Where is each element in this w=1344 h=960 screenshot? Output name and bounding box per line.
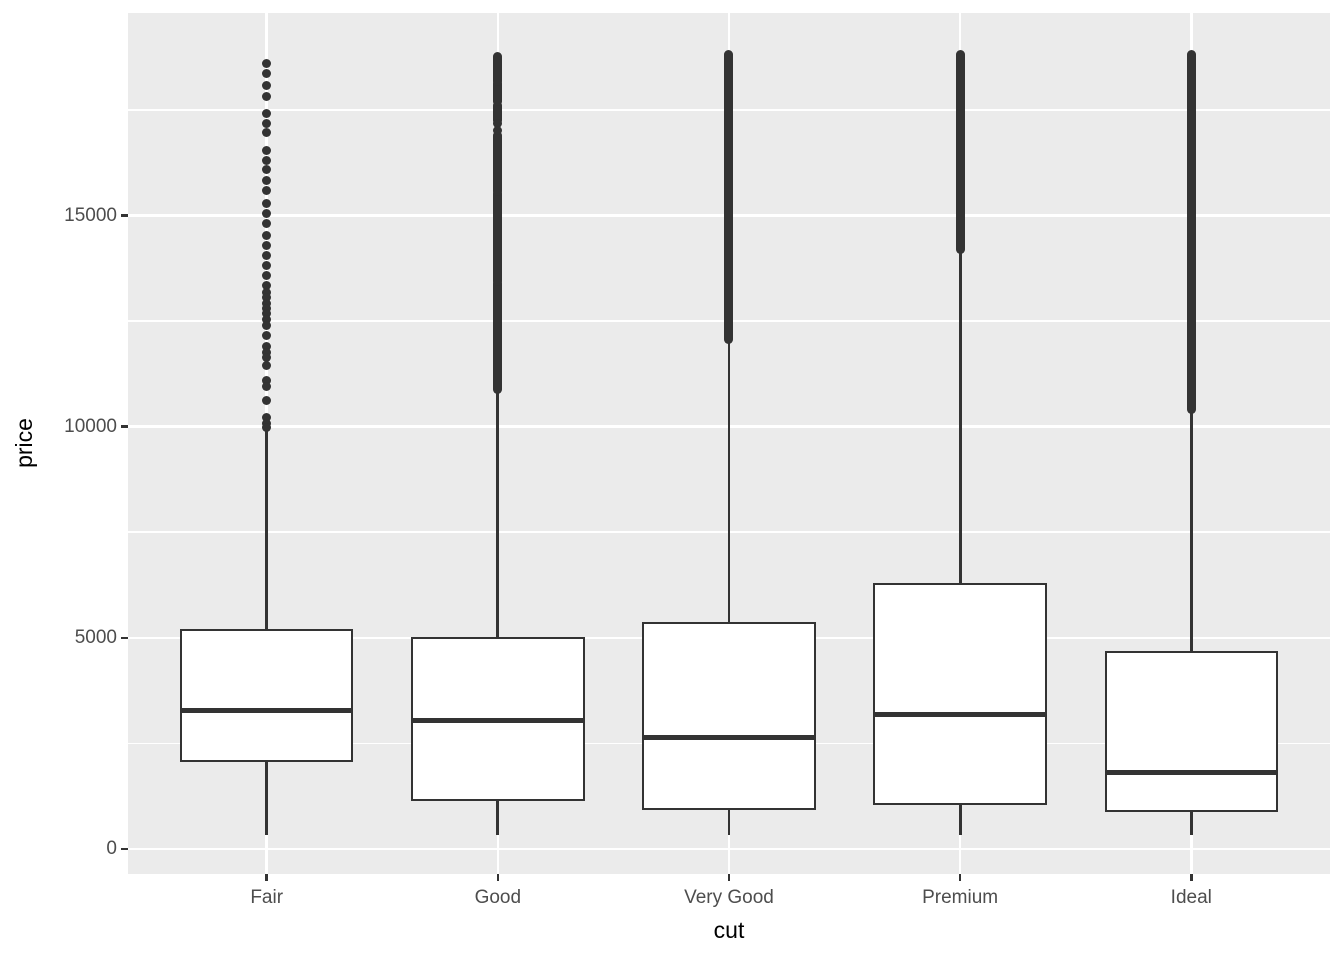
box-ideal: [1104, 651, 1278, 812]
outlier-dot-fair: [262, 230, 272, 240]
whisker-lower-premium: [958, 804, 962, 836]
outlier-dot-fair: [262, 119, 272, 129]
whisker-upper-fair: [265, 430, 269, 630]
x-axis-tick: [958, 874, 962, 881]
whisker-upper-ideal: [1189, 410, 1193, 652]
y-axis-tick: [121, 425, 128, 428]
median-very-good: [642, 734, 816, 740]
box-fair: [179, 629, 354, 763]
outlier-cluster-good: [493, 188, 503, 286]
outlier-dot-fair: [262, 165, 272, 175]
outlier-dot-fair: [262, 260, 272, 270]
outlier-dot-fair: [262, 108, 272, 118]
outlier-dot-fair: [262, 293, 272, 303]
outlier-dot-fair: [262, 185, 272, 195]
whisker-upper-premium: [958, 250, 962, 584]
outlier-dot-fair: [262, 59, 272, 69]
outlier-dot-fair: [262, 422, 272, 432]
y-tick-label: 0: [106, 838, 117, 859]
whisker-upper-good: [496, 391, 500, 637]
outlier-dot-fair: [262, 218, 272, 228]
x-axis-tick: [727, 874, 731, 881]
outlier-dot-fair: [262, 198, 272, 208]
x-tick-label: Premium: [922, 887, 999, 908]
box-premium: [873, 583, 1047, 805]
outlier-cluster-premium: [955, 49, 965, 255]
outlier-cluster-good: [493, 279, 503, 395]
outlier-dot-fair: [262, 175, 272, 185]
outlier-dot-fair: [262, 396, 272, 406]
whisker-lower-ideal: [1189, 811, 1193, 836]
outlier-dot-fair: [262, 298, 272, 308]
outlier-dot-fair: [262, 128, 272, 138]
y-tick-label: 5000: [74, 626, 117, 648]
outlier-dot-fair: [262, 80, 272, 90]
y-tick-label: 15000: [64, 204, 117, 226]
median-good: [411, 717, 585, 723]
median-ideal: [1104, 770, 1278, 776]
outlier-dot-fair: [262, 91, 272, 101]
x-tick-label: Good: [474, 887, 522, 908]
outlier-dot-fair: [262, 375, 272, 385]
box-very-good: [642, 622, 816, 811]
y-axis-title: price: [11, 418, 37, 468]
x-tick-label: Ideal: [1170, 887, 1212, 908]
outlier-dot-fair: [262, 413, 272, 423]
median-premium: [873, 712, 1047, 717]
outlier-cluster-good: [493, 130, 503, 196]
outlier-dot-fair: [262, 331, 272, 341]
x-axis-tick: [1190, 874, 1193, 881]
outlier-dot-fair: [262, 240, 272, 250]
outlier-dot-fair: [262, 287, 272, 297]
outlier-cluster-good: [493, 78, 503, 107]
outlier-dot-fair: [262, 381, 272, 391]
outlier-dot-fair: [262, 342, 272, 352]
outlier-dot-fair: [262, 250, 272, 260]
outlier-dot-fair: [262, 309, 272, 319]
outlier-dot-fair: [262, 347, 272, 357]
outlier-dot-fair: [262, 320, 272, 330]
y-axis-tick: [121, 636, 128, 640]
x-axis-title: cut: [713, 917, 745, 943]
outlier-dot-good: [493, 126, 503, 136]
outlier-dot-fair: [262, 68, 272, 78]
x-axis-tick: [496, 874, 500, 881]
outlier-dot-fair: [262, 155, 272, 165]
outlier-dot-fair: [262, 361, 272, 370]
whisker-lower-very-good: [727, 810, 731, 835]
outlier-dot-good: [493, 119, 503, 129]
x-tick-label: Fair: [250, 887, 284, 908]
outlier-dot-fair: [262, 314, 272, 324]
median-fair: [179, 707, 354, 713]
outlier-cluster-good: [493, 52, 503, 86]
x-axis-tick: [265, 874, 268, 881]
outlier-dot-fair: [262, 280, 272, 290]
whisker-lower-good: [496, 800, 500, 836]
y-tick-label: 10000: [64, 415, 117, 437]
outlier-dot-fair: [262, 145, 272, 155]
outlier-dot-fair: [262, 353, 272, 363]
whisker-lower-fair: [265, 762, 269, 835]
outlier-cluster-good: [493, 101, 503, 126]
outlier-dot-fair: [262, 303, 272, 313]
whisker-upper-very-good: [727, 341, 731, 623]
outlier-cluster-ideal: [1186, 50, 1196, 415]
gridline-horizontal-major: [128, 847, 1330, 851]
y-axis-tick: [121, 214, 128, 217]
outlier-dot-fair: [262, 270, 272, 280]
outlier-dot-fair: [262, 208, 272, 218]
outlier-cluster-very-good: [724, 49, 734, 344]
x-tick-label: Very Good: [684, 887, 774, 908]
y-axis-tick: [121, 847, 128, 851]
